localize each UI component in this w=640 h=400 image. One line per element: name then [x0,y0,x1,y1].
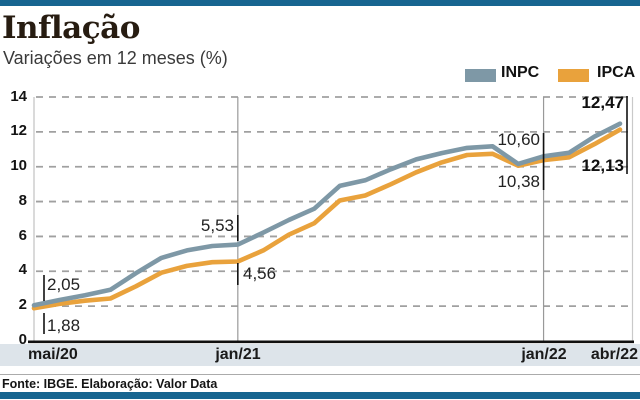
y-tick-label: 14 [10,88,27,105]
x-tick-label-abr22: abr/22 [590,346,638,363]
y-tick-label: 12 [10,122,27,139]
bottom-accent-bar [0,392,640,399]
page-title: Inflação [2,10,140,46]
legend-swatch-inpc [465,69,496,82]
annotation-start-inpc: 2,05 [47,275,81,294]
legend-swatch-ipca [558,69,589,82]
x-tick-label-jan22: jan/22 [521,346,567,363]
annotation-jan21-inpc: 5,53 [200,216,234,235]
y-tick-label: 2 [18,296,27,313]
top-accent-bar [0,0,640,6]
annotation-end-inpc: 12,47 [581,93,624,112]
annotation-jan22-ipca: 10,38 [497,172,540,191]
annotation-jan22-inpc: 10,60 [497,130,540,149]
y-tick-label: 10 [10,157,27,174]
x-tick-label-jan21: jan/21 [215,346,261,363]
y-tick-label: 4 [18,261,27,278]
chart-subtitle: Variações em 12 meses (%) [3,48,228,68]
y-tick-label: 0 [18,331,27,348]
footer-divider [0,374,640,375]
y-tick-label: 8 [18,192,27,209]
x-tick-label-mai20: mai/20 [28,346,78,363]
annotation-start-ipca: 1,88 [47,316,81,335]
annotation-jan21-ipca: 4,56 [243,264,277,283]
series-line-inpc [31,121,623,308]
legend-label-inpc: INPC [501,64,540,81]
y-tick-label: 6 [18,227,27,244]
source-credit: Fonte: IBGE. Elaboração: Valor Data [2,377,218,391]
legend-label-ipca: IPCA [597,64,636,81]
x-axis-band [0,344,640,366]
annotation-end-ipca: 12,13 [581,156,624,175]
